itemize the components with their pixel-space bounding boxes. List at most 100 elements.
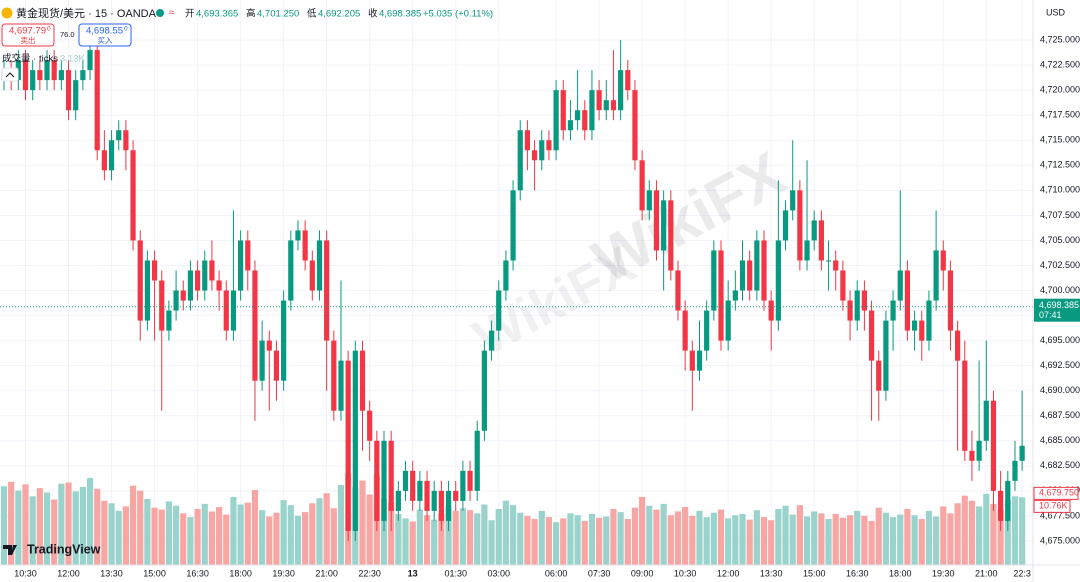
- candle-body: [825, 260, 832, 262]
- candle-body: [259, 340, 265, 381]
- x-tick-label: 19:30: [932, 568, 955, 578]
- volume-bar: [452, 510, 459, 565]
- volume-bar: [660, 503, 667, 565]
- volume-bar: [538, 510, 545, 565]
- candle-body: [739, 260, 746, 291]
- candle-body: [331, 340, 337, 411]
- candle-body: [417, 480, 423, 501]
- candle-body: [625, 70, 631, 91]
- y-tick-label: 4,692.500: [1040, 360, 1080, 370]
- volume-bar: [911, 515, 918, 565]
- grid: [0, 0, 1033, 565]
- volume-bar: [302, 512, 309, 565]
- sell-label: 卖出: [21, 35, 36, 45]
- status-dot: [156, 9, 164, 17]
- volume-bar: [51, 499, 58, 565]
- currency[interactable]: USD: [1046, 7, 1066, 17]
- ohlc-value: 4,701.250: [257, 9, 299, 20]
- volume-bar: [79, 486, 86, 565]
- volume-bar: [201, 503, 208, 565]
- volume-bar: [115, 510, 122, 565]
- candle-body: [704, 310, 710, 351]
- candle-body: [467, 470, 473, 491]
- candle-body: [381, 440, 387, 521]
- volume-bar: [889, 517, 897, 565]
- volume-bar: [703, 517, 710, 565]
- volume-bar: [976, 506, 983, 565]
- candle-body: [696, 350, 703, 371]
- volume-bar: [933, 516, 940, 565]
- candle-body: [610, 100, 617, 111]
- volume-bar: [825, 519, 832, 565]
- volume-bar: [15, 490, 22, 565]
- y-tick-label: 4,677.500: [1040, 510, 1080, 520]
- x-tick-label: 15:00: [143, 568, 166, 578]
- volume-bar: [624, 519, 631, 565]
- volume-bar: [646, 505, 653, 565]
- candle-body: [560, 90, 566, 131]
- candle-body: [861, 290, 867, 311]
- volume-bar: [617, 512, 624, 565]
- candle-body: [711, 250, 717, 311]
- volume-bar: [359, 480, 366, 565]
- x-tick-label: 03:00: [487, 568, 510, 578]
- buy-button[interactable]: [78, 23, 132, 47]
- candle-body: [761, 240, 767, 301]
- volume-title[interactable]: 成交量 · ticks: [2, 53, 58, 65]
- volume-bar: [137, 490, 144, 565]
- volume-box: [1033, 499, 1071, 513]
- candle-body: [445, 490, 452, 521]
- volume-bar: [216, 507, 223, 565]
- candle-body: [151, 260, 158, 281]
- y-tick-label: 4,682.500: [1040, 460, 1080, 470]
- candle-body: [689, 350, 695, 371]
- y-tick-label: 4,722.500: [1040, 59, 1080, 69]
- volume-bar: [294, 515, 302, 565]
- candle-body: [58, 70, 64, 81]
- candle-body: [567, 120, 574, 131]
- volume-bar: [560, 518, 567, 565]
- candle-body: [395, 490, 401, 511]
- volume-bar: [846, 515, 854, 565]
- candle-body: [754, 240, 760, 291]
- volume-bar: [438, 513, 445, 565]
- candle-body: [911, 320, 918, 331]
- x-tick-label: 15:00: [803, 568, 826, 578]
- symbol[interactable]: 黄金现货/美元 · 15 · OANDA: [16, 6, 157, 20]
- y-tick-label: 4,725.000: [1040, 34, 1080, 44]
- candle-body: [202, 260, 208, 291]
- candle-body: [675, 270, 681, 311]
- candle-body: [65, 70, 72, 111]
- volume-bar: [187, 517, 194, 565]
- sell-button[interactable]: [1, 23, 55, 47]
- candle-body: [546, 140, 552, 151]
- collapse-button[interactable]: [1, 67, 19, 82]
- candle-body: [187, 270, 194, 301]
- volume-bar: [244, 502, 251, 565]
- volume-bar: [402, 518, 409, 565]
- volume-bar: [818, 513, 825, 565]
- volume-bar: [1019, 497, 1026, 565]
- volume-bar: [58, 483, 65, 565]
- logo[interactable]: TradingView: [27, 542, 101, 556]
- y-tick-label: 4,702.500: [1040, 260, 1080, 270]
- volume-bar: [803, 516, 811, 565]
- candle-body: [453, 490, 459, 501]
- candle-body: [87, 50, 93, 71]
- volume-bar: [639, 496, 646, 565]
- candle-body: [374, 440, 380, 521]
- candle-body: [969, 450, 975, 461]
- candle-body: [22, 60, 29, 91]
- buy-price-sup: 0: [124, 26, 128, 33]
- volume-bar: [495, 508, 502, 565]
- volume-bar: [101, 500, 108, 565]
- candle-body: [273, 350, 280, 381]
- candle-body: [718, 250, 724, 341]
- volume-bar: [144, 498, 151, 565]
- volume-bar: [388, 502, 395, 565]
- volume-bar: [811, 511, 818, 565]
- x-tick-label: 13:30: [100, 568, 123, 578]
- volume-bar: [760, 517, 768, 565]
- volume-bar: [330, 508, 337, 565]
